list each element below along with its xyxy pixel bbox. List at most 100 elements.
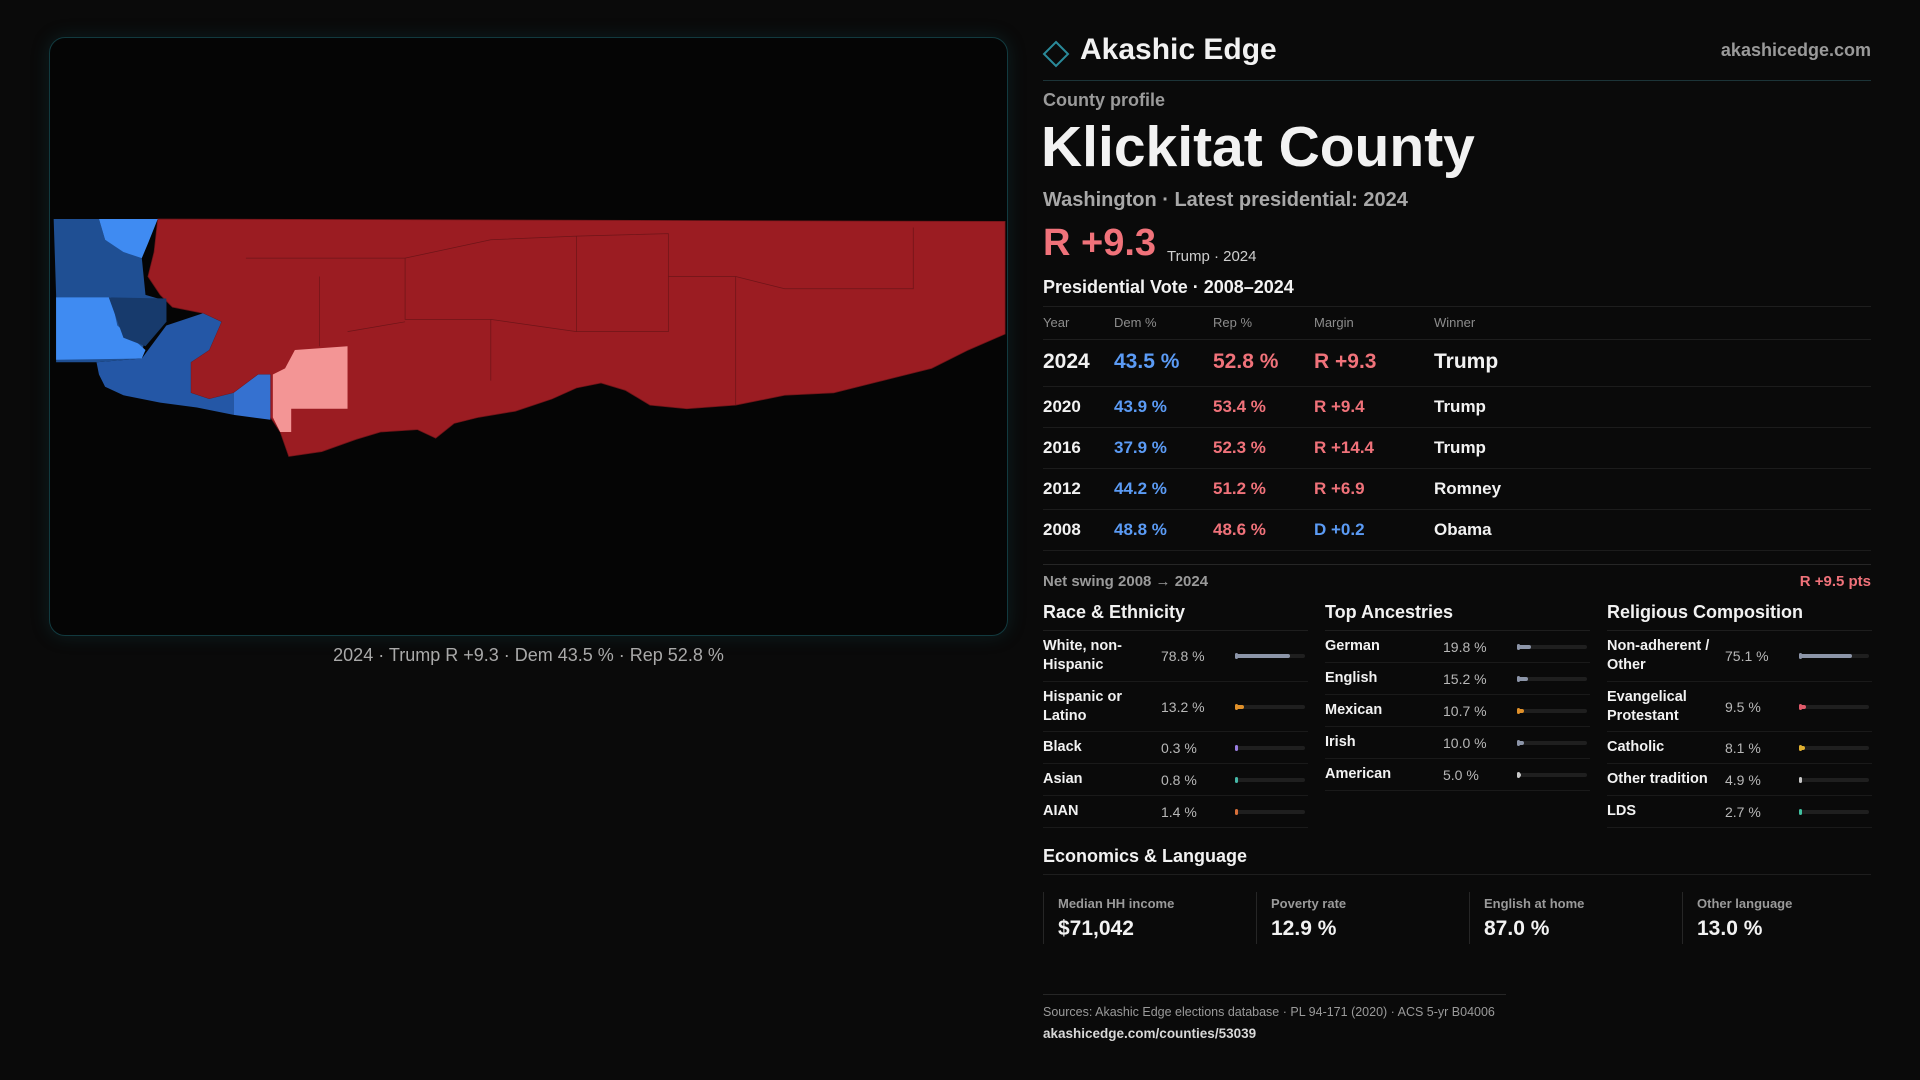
bar-track	[1235, 703, 1305, 710]
table-cell: R +9.3	[1314, 350, 1377, 373]
bar-cap	[1235, 744, 1238, 751]
bar-track	[1517, 739, 1587, 746]
bar	[1799, 745, 1805, 750]
bar	[1235, 704, 1245, 709]
stat-label: English at home	[1484, 896, 1585, 911]
logo	[1042, 40, 1070, 68]
column-header: Rep %	[1213, 315, 1253, 330]
table-row: 2016 37.9 % 52.3 % R +14.4 Trump	[1043, 427, 1871, 469]
headline-margin: R +9.3	[1043, 222, 1157, 264]
item-name: Mexican	[1325, 702, 1383, 719]
stat-value: $71,042	[1058, 917, 1134, 940]
item-value: 75.1 %	[1725, 647, 1769, 664]
list-item: AIAN 1.4 %	[1043, 796, 1308, 829]
item-name: Evangelical Protestant	[1607, 688, 1687, 724]
list-item: White, non-Hispanic 78.8 %	[1043, 631, 1308, 682]
list-item: Asian 0.8 %	[1043, 764, 1308, 797]
list-item: LDS 2.7 %	[1607, 796, 1872, 829]
column-header: Winner	[1434, 315, 1476, 330]
section-title: Race & Ethnicity	[1043, 596, 1308, 631]
table-cell: 37.9 %	[1114, 438, 1167, 457]
bar	[1799, 653, 1852, 658]
item-name: Other tradition	[1607, 771, 1708, 788]
stat-label: Median HH income	[1058, 896, 1175, 911]
list-item: Catholic 8.1 %	[1607, 732, 1872, 765]
bar	[1517, 772, 1521, 777]
table-cell: 51.2 %	[1213, 479, 1266, 498]
precinct-boundary	[245, 227, 914, 406]
bar-track	[1517, 643, 1587, 650]
item-name: American	[1325, 766, 1392, 783]
table-cell: 43.9 %	[1114, 397, 1167, 416]
subtitle: Washington · Latest presidential: 2024	[1043, 189, 1408, 211]
table-cell: Romney	[1434, 479, 1502, 498]
bar-track	[1799, 652, 1869, 659]
item-name: Black	[1043, 739, 1082, 756]
precinct-d	[96, 313, 234, 415]
table-cell: R +14.4	[1314, 438, 1375, 457]
page-url[interactable]: akashicedge.com/counties/53039	[1043, 1026, 1257, 1041]
column-header: Year	[1043, 315, 1070, 330]
bar	[1517, 740, 1524, 745]
table-row: 2008 48.8 % 48.6 % D +0.2 Obama	[1043, 509, 1871, 551]
econ-title: Economics & Language	[1043, 840, 1871, 875]
item-value: 10.7 %	[1443, 702, 1487, 719]
table-cell: Trump	[1434, 397, 1486, 416]
item-value: 2.7 %	[1725, 803, 1761, 820]
precinct-r-lean	[272, 346, 348, 433]
stat-label: Other language	[1697, 896, 1793, 911]
table-cell: Trump	[1434, 438, 1486, 457]
table-row: 2024 43.5 % 52.8 % R +9.3 Trump	[1043, 338, 1871, 387]
rule	[1043, 564, 1871, 565]
item-name: Hispanic or Latino	[1043, 688, 1122, 724]
item-name: LDS	[1607, 803, 1636, 820]
bar-track	[1235, 744, 1305, 751]
list-item: Other tradition 4.9 %	[1607, 764, 1872, 797]
column-header: Dem %	[1114, 315, 1157, 330]
bar-track	[1799, 744, 1869, 751]
item-name: German	[1325, 638, 1380, 655]
table-cell: 2024	[1043, 350, 1090, 373]
sources: Sources: Akashic Edge elections database…	[1043, 1005, 1495, 1019]
bar	[1517, 644, 1531, 649]
bar-track	[1517, 675, 1587, 682]
bar-track	[1235, 808, 1305, 815]
item-name: Asian	[1043, 771, 1083, 788]
bar-track	[1235, 776, 1305, 783]
table-cell: R +6.9	[1314, 479, 1365, 498]
item-value: 8.1 %	[1725, 739, 1761, 756]
table-cell: 52.3 %	[1213, 438, 1266, 457]
bar	[1517, 708, 1525, 713]
item-value: 4.9 %	[1725, 771, 1761, 788]
list-item: German 19.8 %	[1325, 631, 1590, 663]
list-item: Mexican 10.7 %	[1325, 695, 1590, 727]
table-row: 2020 43.9 % 53.4 % R +9.4 Trump	[1043, 386, 1871, 428]
race-section: Race & Ethnicity White, non-Hispanic 78.8 …	[1043, 596, 1308, 829]
bar	[1799, 704, 1806, 709]
bar-cap	[1235, 808, 1238, 815]
bar-cap	[1235, 776, 1238, 783]
item-name: Irish	[1325, 734, 1356, 751]
county-title: Klickitat County	[1041, 115, 1475, 179]
site-link[interactable]: akashicedge.com	[1720, 40, 1871, 60]
footer-rule	[1043, 994, 1506, 995]
bar	[1799, 809, 1801, 814]
bar-track	[1517, 707, 1587, 714]
precinct-d-strong	[108, 297, 167, 347]
item-value: 5.0 %	[1443, 766, 1479, 783]
list-item: Evangelical Protestant 9.5 %	[1607, 682, 1872, 733]
item-value: 10.0 %	[1443, 734, 1487, 751]
list-item: Irish 10.0 %	[1325, 727, 1590, 759]
item-name: English	[1325, 670, 1378, 687]
table-cell: 2020	[1043, 397, 1081, 416]
column-header: Margin	[1314, 315, 1354, 330]
stat-box: English at home 87.0 %	[1469, 892, 1682, 944]
header-rule	[1043, 80, 1871, 81]
table-cell: 2012	[1043, 479, 1081, 498]
stat-box: Median HH income $71,042	[1043, 892, 1256, 944]
stat-box: Other language 13.0 %	[1682, 892, 1895, 944]
stat-box: Poverty rate 12.9 %	[1256, 892, 1469, 944]
section-title: Religious Composition	[1607, 596, 1872, 631]
bar-track	[1799, 776, 1869, 783]
